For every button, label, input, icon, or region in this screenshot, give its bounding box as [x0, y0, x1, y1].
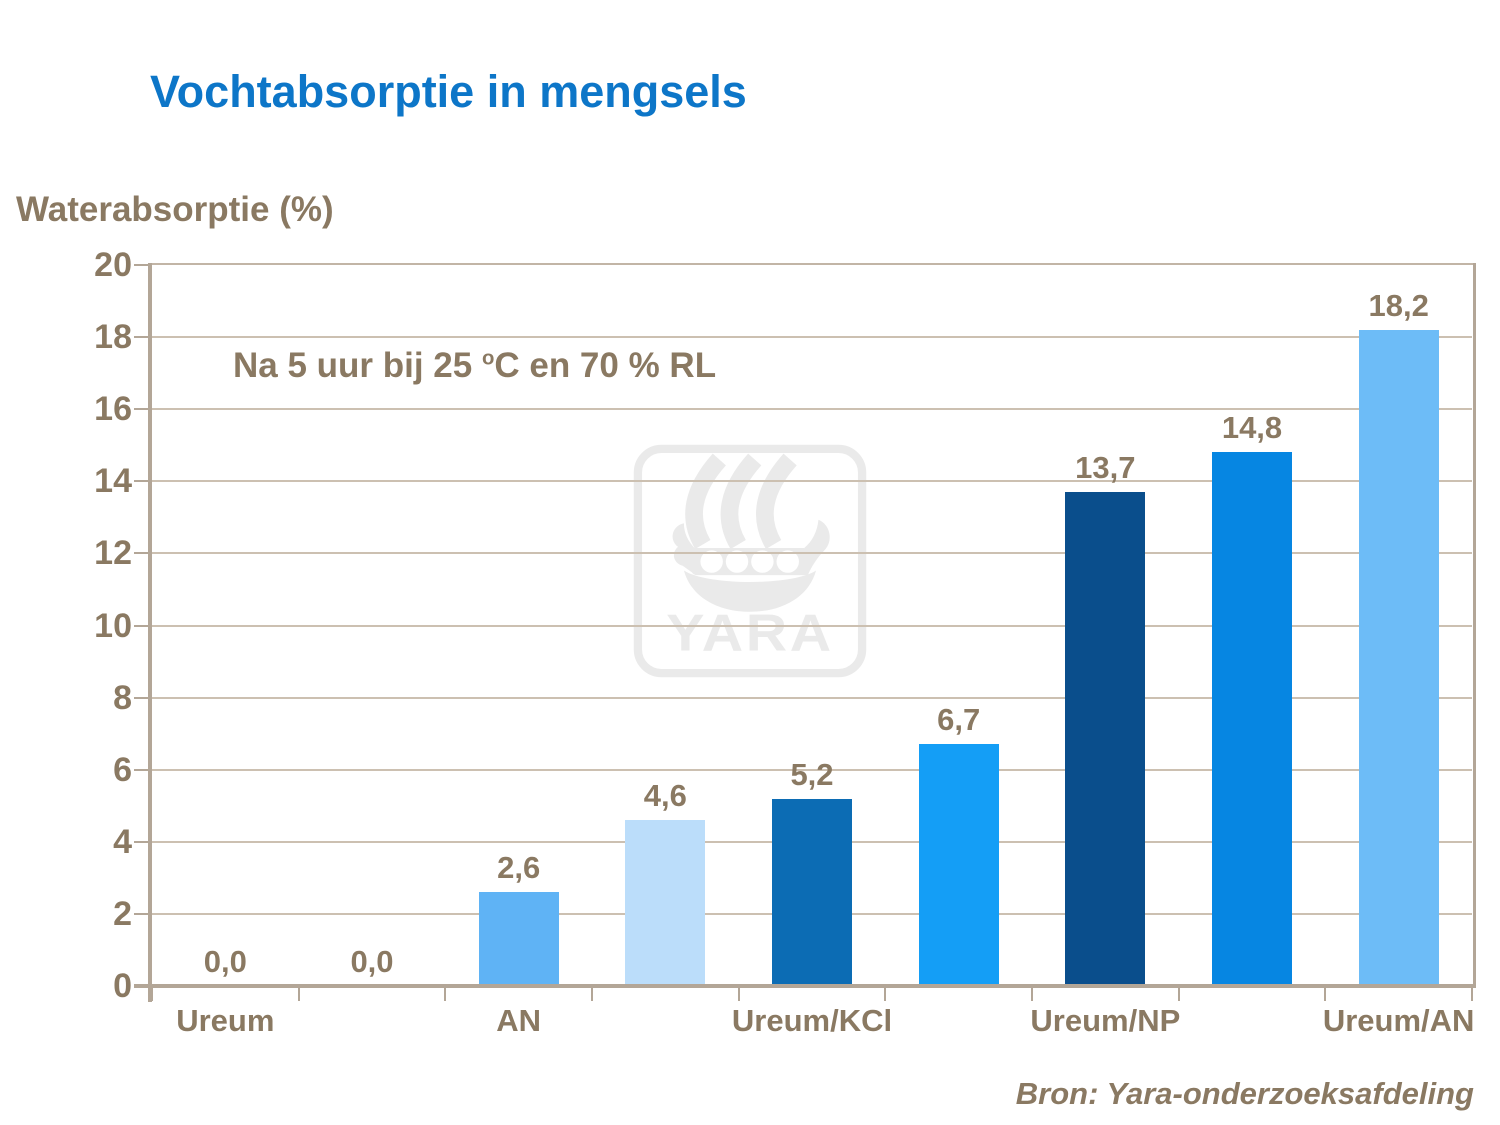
gridline-12 [152, 552, 1472, 555]
bar-value-label: 0,0 [203, 944, 247, 979]
plot-area: YARA 0,0 0,0 2,6 4,6 5,2 6,7 13,7 14,8 18,2 [152, 265, 1472, 986]
y-tick-mark [134, 408, 148, 411]
y-tick-label: 14 [94, 462, 132, 501]
y-axis-title: Waterabsorptie (%) [16, 190, 334, 229]
bar-value-label: 13,7 [1075, 450, 1136, 485]
gridline-16 [152, 408, 1472, 411]
viking-ship-logo-icon: YARA [633, 444, 867, 678]
y-tick-mark [134, 696, 148, 699]
y-axis-line [148, 263, 152, 1002]
y-tick-label: 10 [94, 606, 132, 645]
bar-an-3 [625, 820, 706, 986]
bar-value-label: 18,2 [1368, 288, 1429, 323]
y-tick-mark [134, 768, 148, 771]
x-tick-mark [1031, 988, 1033, 1001]
x-axis-label-ureum: Ureum [176, 1003, 275, 1038]
x-tick-mark [1324, 988, 1327, 1001]
bar-value-label: 6,7 [937, 702, 981, 737]
y-tick-label: 4 [113, 822, 132, 861]
x-tick-mark [737, 988, 740, 1001]
yara-logo-watermark: YARA [632, 442, 868, 680]
y-tick-label: 8 [113, 678, 132, 717]
plot-border-top [150, 263, 1476, 265]
x-tick-mark [444, 988, 447, 1001]
x-tick-mark [151, 988, 153, 1001]
ship-shield-holes [700, 550, 799, 573]
bar-value-label: 0,0 [350, 944, 394, 979]
y-tick-mark [134, 624, 148, 627]
annotation-text-end: C en 70 % RL [494, 346, 717, 385]
x-tick-mark [1177, 988, 1180, 1001]
bar-ureum-np-7 [1212, 452, 1292, 986]
bar-ureum-an-8 [1358, 330, 1439, 986]
y-tick-mark [134, 552, 148, 555]
bar-ureum-np-6 [1065, 492, 1146, 986]
logo-border [633, 444, 867, 678]
bar-ureum-kcl-5 [918, 744, 999, 986]
source-note: Bron: Yara-onderzoeksafdeling [1015, 1076, 1474, 1111]
x-axis-label-ureum-an: Ureum/AN [1322, 1003, 1475, 1038]
y-tick-mark [134, 336, 148, 339]
y-tick-mark [134, 264, 148, 266]
bar-an-2 [478, 892, 559, 986]
gridline-10 [152, 624, 1472, 627]
y-tick-label: 0 [113, 967, 132, 1005]
x-axis-label-ureum-kcl: Ureum/KCl [731, 1003, 893, 1038]
condition-annotation: Na 5 uur bij 25 oC en 70 % RL [233, 346, 716, 386]
y-tick-label: 2 [113, 894, 132, 933]
gridline-6 [152, 768, 1472, 771]
ship-sails-icon [685, 453, 797, 549]
y-tick-label: 16 [94, 390, 132, 429]
x-tick-mark [1471, 988, 1473, 1001]
gridline-18 [152, 336, 1472, 339]
y-tick-label: 20 [94, 246, 132, 284]
y-tick-mark [134, 840, 148, 843]
x-tick-mark [884, 988, 887, 1001]
plot-border-right [1473, 263, 1476, 988]
x-tick-mark [591, 988, 593, 1001]
gridline-14 [152, 480, 1472, 483]
y-tick-label: 18 [94, 318, 132, 357]
annotation-text-start: Na 5 uur bij 25 [233, 346, 482, 385]
y-tick-mark [134, 985, 148, 987]
y-tick-mark [134, 912, 148, 915]
yara-logo-text: YARA [666, 605, 834, 663]
bar-value-label: 5,2 [790, 757, 834, 792]
x-axis-label-an: AN [496, 1003, 542, 1038]
x-axis-label-ureum-np: Ureum/NP [1030, 1003, 1181, 1038]
x-tick-mark [297, 988, 300, 1001]
chart-title: Vochtabsorptie in mengsels [150, 66, 747, 117]
y-tick-label: 12 [94, 534, 132, 573]
bar-value-label: 14,8 [1221, 410, 1283, 445]
y-tick-label: 6 [113, 750, 132, 789]
gridline-8 [152, 696, 1472, 699]
bar-value-label: 2,6 [497, 850, 541, 885]
x-axis-line [134, 984, 1476, 988]
annotation-superscript: o [481, 347, 495, 370]
bar-ureum-kcl-4 [772, 799, 852, 986]
y-tick-mark [134, 480, 148, 483]
bar-value-label: 4,6 [643, 778, 687, 813]
